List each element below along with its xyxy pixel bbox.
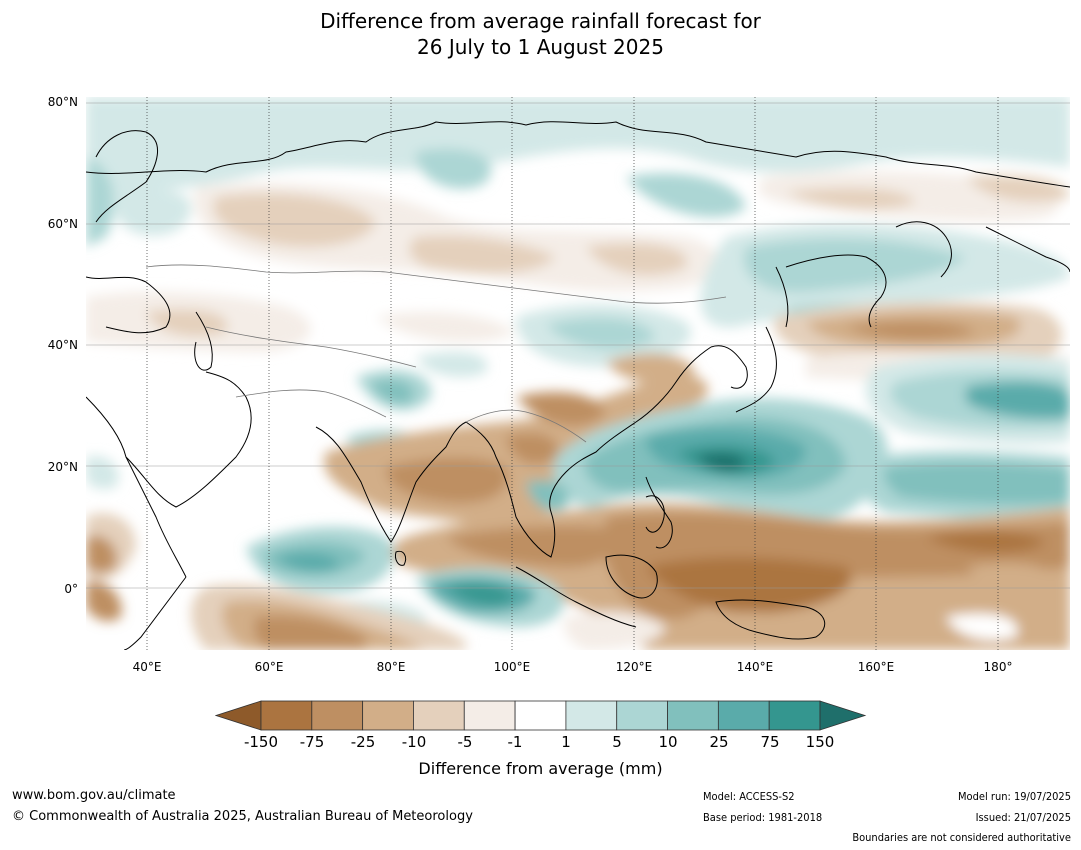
colorbar-tick-5: 5 [612,733,622,751]
lon-label-80e: 80°E [376,660,406,674]
colorbar [215,700,867,731]
footer-model-run: Model run: 19/07/2025 [958,790,1071,803]
footer-base-period: Base period: 1981-2018 [703,811,823,824]
colorbar-bin [768,700,821,731]
colorbar-tick-m1: -1 [507,733,523,751]
lat-label-40n: 40°N [47,338,78,352]
title-line-1: Difference from average rainfall forecas… [320,9,761,33]
lon-label-160e: 160°E [857,660,895,674]
lon-label-40e: 40°E [132,660,162,674]
colorbar-tick-75: 75 [760,733,780,751]
map-title: Difference from average rainfall forecas… [0,8,1081,60]
lon-label-100e: 100°E [493,660,531,674]
lon-label-180: 180° [983,660,1013,674]
colorbar-tick-1: 1 [561,733,571,751]
colorbar-bin [717,700,770,731]
graticule [86,102,1070,589]
colorbar-tick-25: 25 [709,733,729,751]
colorbar-bins [260,700,821,731]
colorbar-tick-m75: -75 [299,733,325,751]
colorbar-tick-m5: -5 [457,733,473,751]
colorbar-bin [260,700,313,731]
colorbar-extend-high [819,700,867,731]
footer-copyright: © Commonwealth of Australia 2025, Austra… [12,809,473,824]
colorbar-bin [565,700,618,731]
colorbar-extend-low [215,700,262,731]
colorbar-tick-150: 150 [805,733,835,751]
lon-label-120e: 120°E [615,660,653,674]
lat-label-20n: 20°N [47,460,78,474]
colorbar-bin [667,700,719,731]
coastlines [86,121,1070,650]
colorbar-tick-m25: -25 [350,733,376,751]
footer-url[interactable]: www.bom.gov.au/climate [12,788,176,803]
colorbar-tick-m10: -10 [401,733,427,751]
lon-label-140e: 140°E [736,660,774,674]
colorbar-bin [616,700,668,731]
rainfall-anomaly-map [86,97,1070,650]
footer-issued: Issued: 21/07/2025 [975,811,1071,824]
colorbar-title: Difference from average (mm) [418,759,663,778]
colorbar-tick-10: 10 [658,733,678,751]
footer-model: Model: ACCESS-S2 [703,790,795,803]
lat-label-0: 0° [64,582,78,596]
footer-boundaries-note: Boundaries are not considered authoritat… [852,831,1071,844]
lat-label-60n: 60°N [47,217,78,231]
colorbar-bin [463,700,516,731]
colorbar-bin [514,700,567,731]
colorbar-bin [311,700,364,731]
lat-label-80n: 80°N [47,95,78,109]
colorbar-tick-m150: -150 [243,733,279,751]
lon-label-60e: 60°E [254,660,284,674]
title-line-2: 26 July to 1 August 2025 [417,35,664,59]
colorbar-bin [413,700,465,731]
colorbar-bin [362,700,414,731]
